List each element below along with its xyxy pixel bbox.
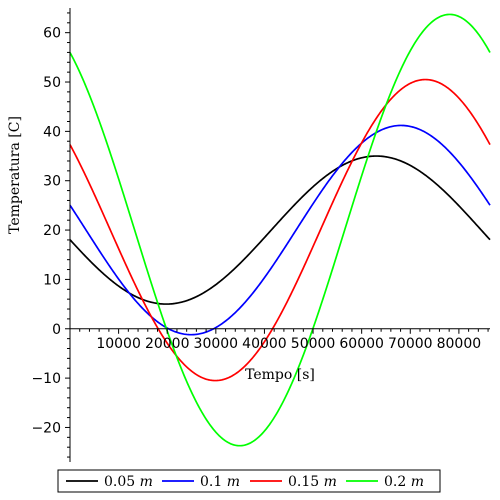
x-tick-label: 40000 [242,336,287,352]
legend-item-label: 0.15 m [288,474,337,490]
x-tick-label: 20000 [145,336,190,352]
y-tick-label: 50 [43,75,61,91]
series-line-1 [69,124,491,336]
x-tick-label: 70000 [388,336,433,352]
series-line-0 [69,155,491,305]
x-tick-label: 80000 [437,336,482,352]
series-line-3 [69,13,491,447]
y-tick-label: 60 [43,26,61,42]
y-tick-label: 20 [43,223,61,239]
legend-box [57,469,441,493]
legend-item-label: 0.1 m [200,474,240,490]
y-tick-label: 0 [52,322,61,338]
axes-layer: 10000 20000 30000 40000 50000 60000 70000 80000… [31,8,490,462]
y-tick-label: 10 [43,272,61,288]
x-tick-label: 30000 [194,336,239,352]
series-layer [69,13,491,447]
x-tick-label: 60000 [339,336,384,352]
legend-item-unit: m [411,474,424,490]
y-tick-label: 40 [43,124,61,140]
y-axis-label: Temperatura [C] [7,116,23,234]
x-axis-label: Tempo [s] [245,367,315,383]
series-line-2 [69,78,491,382]
legend-item-unit: m [140,474,153,490]
legend-item-unit: m [324,474,337,490]
x-tick-label: 50000 [291,336,336,352]
legend-item-unit: m [227,474,240,490]
legend-item-label: 0.2 m [384,474,424,490]
x-tick-label: 10000 [96,336,141,352]
y-tick-label: −20 [31,420,61,436]
y-tick-label: 30 [43,174,61,190]
y-tick-label: −10 [31,371,61,387]
legend: 0.05 m 0.1 m 0.15 m 0.2 m [57,469,441,493]
legend-item-label: 0.05 m [104,474,153,490]
